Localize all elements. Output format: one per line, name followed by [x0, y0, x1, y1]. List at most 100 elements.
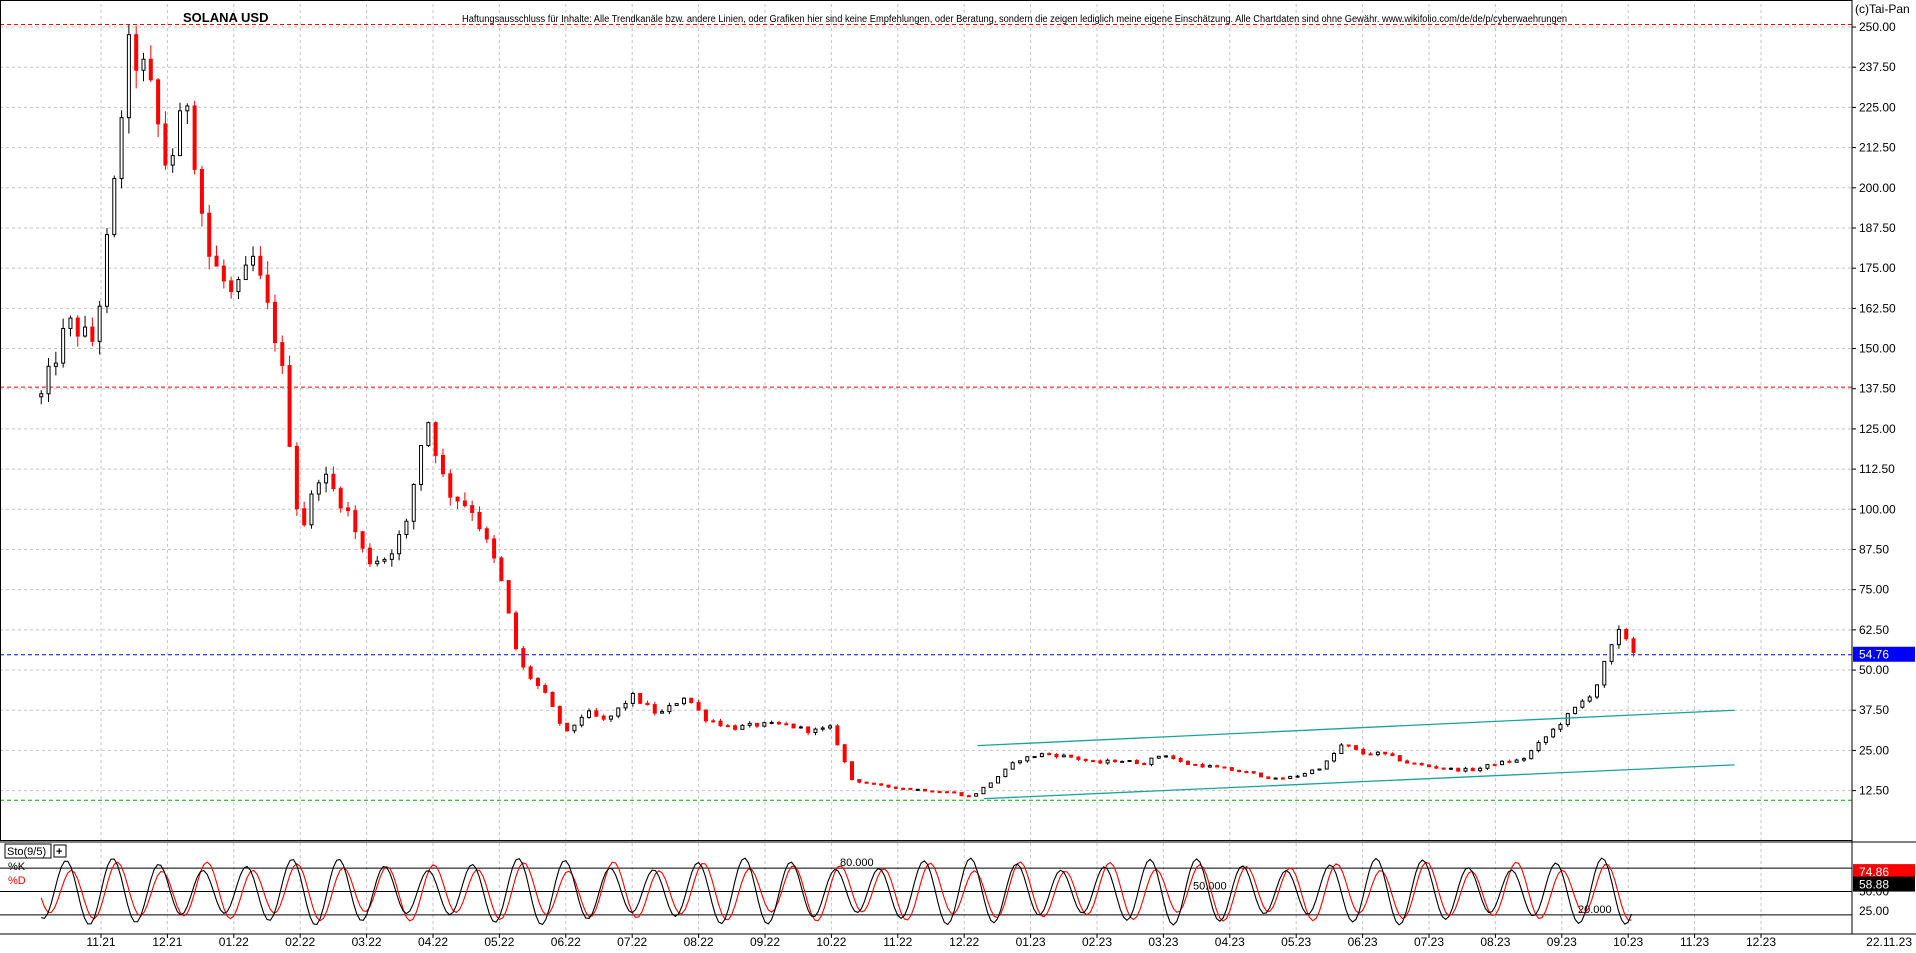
candle: [1485, 764, 1490, 770]
candle: [594, 708, 599, 718]
candle-body: [1185, 760, 1190, 765]
candle-body: [61, 327, 66, 364]
candle: [294, 442, 299, 516]
candle-body: [1478, 767, 1483, 772]
candle: [915, 788, 920, 791]
candle: [1558, 722, 1563, 732]
y-tick-label: 175.00: [1859, 261, 1896, 275]
candle: [214, 245, 219, 267]
candle-body: [1507, 760, 1512, 763]
candle-body: [1215, 765, 1220, 768]
candle: [178, 102, 183, 157]
candle-body: [996, 776, 1001, 784]
candle-body: [1536, 741, 1541, 752]
candle-body: [287, 365, 292, 447]
candle: [1375, 750, 1380, 757]
candle-body: [126, 34, 131, 119]
candle-body: [842, 744, 847, 763]
candle-body: [199, 168, 204, 214]
candle-body: [1448, 767, 1453, 770]
candle-body: [1324, 760, 1329, 770]
candle-body: [1178, 758, 1183, 762]
candle-body: [849, 761, 854, 781]
y-tick-label: 25.00: [1859, 743, 1889, 757]
stochastic-level-label: 20.000: [1578, 904, 1612, 916]
stochastic-k-line: [41, 857, 1633, 926]
candle: [681, 697, 686, 706]
x-tick-label: 12.21: [152, 935, 182, 948]
candle: [952, 791, 957, 794]
candle-body: [1302, 772, 1307, 777]
candle-body: [433, 422, 438, 456]
candle-body: [440, 454, 445, 475]
candle-body: [901, 787, 906, 790]
x-axis-labels: 11.21 12.21 01.22 02.22 03.22 04.22 05.22 06.22…: [86, 934, 1912, 949]
candle-body: [1521, 758, 1526, 761]
candle: [192, 100, 197, 175]
candle-body: [1310, 769, 1315, 774]
candle-body: [579, 716, 584, 726]
candle: [1295, 774, 1300, 778]
candle: [236, 276, 241, 300]
candle: [1521, 757, 1526, 762]
candle: [68, 315, 73, 337]
candle: [1266, 776, 1271, 779]
candle-body: [1010, 762, 1015, 770]
candle: [1200, 762, 1205, 768]
candle: [75, 315, 80, 347]
candle-body: [1361, 748, 1366, 755]
candle-body: [813, 728, 818, 734]
candle: [1463, 766, 1468, 773]
y-tick-label: 200.00: [1859, 181, 1896, 195]
candle-body: [879, 783, 884, 786]
candle: [1478, 766, 1483, 773]
candle: [565, 722, 570, 732]
x-tick-label: 08.23: [1480, 935, 1510, 948]
candle-body: [565, 722, 570, 732]
x-tick-label: 06.23: [1348, 935, 1378, 948]
candle: [484, 526, 489, 544]
candle-body: [689, 697, 694, 704]
trend-channel-line: [984, 764, 1735, 800]
candle: [1441, 767, 1446, 770]
candle-body: [1266, 776, 1271, 779]
candle: [725, 723, 730, 728]
candle: [1025, 756, 1030, 763]
candle: [462, 492, 467, 508]
candle-body: [776, 721, 781, 725]
candle-body: [638, 693, 643, 704]
y-tick-label: 187.50: [1859, 221, 1896, 235]
candle: [587, 708, 592, 719]
x-tick-label: 01.22: [219, 935, 249, 948]
candle: [90, 317, 95, 347]
candle: [601, 714, 606, 721]
candle: [309, 490, 314, 529]
candle-body: [828, 725, 833, 729]
candle: [243, 255, 248, 281]
candle: [1514, 758, 1519, 763]
candle-body: [1602, 660, 1607, 686]
candle: [557, 705, 562, 726]
candle: [360, 530, 365, 553]
candle: [667, 702, 672, 715]
candle-body: [1054, 753, 1059, 758]
candle-body: [711, 720, 716, 723]
candle: [733, 724, 738, 731]
candle: [703, 709, 708, 724]
stochastic-d-value: 74.86: [1859, 865, 1889, 879]
candle: [1456, 767, 1461, 772]
candle-body: [1558, 724, 1563, 730]
candle-body: [1134, 760, 1139, 765]
candle: [638, 693, 643, 705]
candle: [477, 506, 482, 532]
candle: [338, 486, 343, 513]
candle-body: [557, 706, 562, 724]
expand-panel-button[interactable]: +: [53, 844, 67, 858]
candle-body: [543, 685, 548, 693]
candle-body: [280, 342, 285, 367]
x-tick-label: 10.22: [816, 935, 846, 948]
candle-body: [404, 520, 409, 536]
candle: [996, 776, 1001, 784]
candle: [871, 782, 876, 785]
